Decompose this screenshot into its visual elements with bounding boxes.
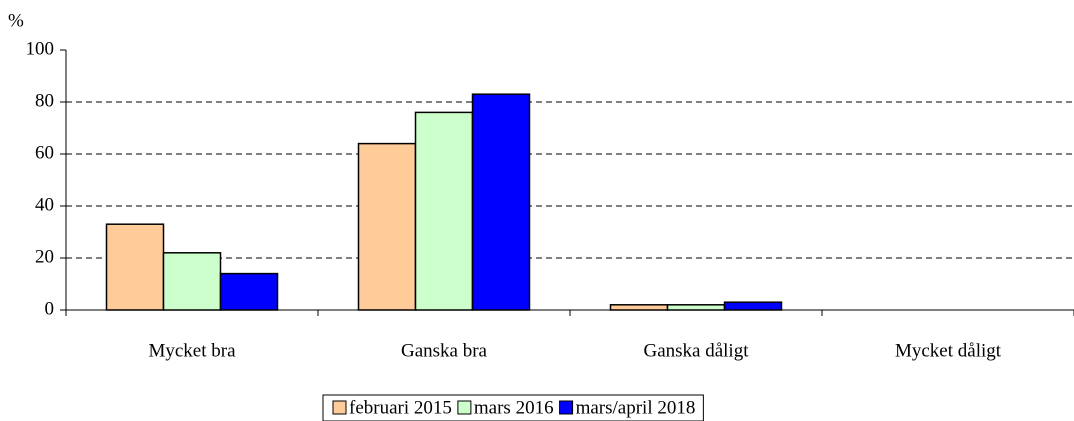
y-tick-label: 0 [45,298,55,319]
bar [219,272,279,311]
x-tick-label: Ganska dåligt [643,340,749,361]
legend-box [322,394,704,421]
legend-label: februari 2015 [349,397,452,418]
y-axis-label: % [8,10,24,31]
legend-label: mars 2016 [474,397,554,418]
bar [105,223,165,311]
bar [723,301,783,311]
bar [162,252,222,311]
y-tick-label: 80 [35,90,54,111]
bar [666,304,726,311]
bar [609,304,669,311]
legend-label: mars/april 2018 [576,397,696,418]
y-tick-label: 100 [26,38,55,59]
y-tick-label: 20 [35,246,54,267]
legend-swatch [332,400,347,415]
y-tick-label: 40 [35,194,54,215]
x-tick-label: Mycket dåligt [895,340,1002,361]
x-tick-label: Mycket bra [148,340,236,361]
y-tick-label: 60 [35,142,54,163]
x-tick-label: Ganska bra [401,340,488,361]
bar [414,111,474,311]
legend-swatch [457,400,472,415]
bar [357,142,417,311]
legend-swatch [559,400,574,415]
bar [471,93,531,311]
